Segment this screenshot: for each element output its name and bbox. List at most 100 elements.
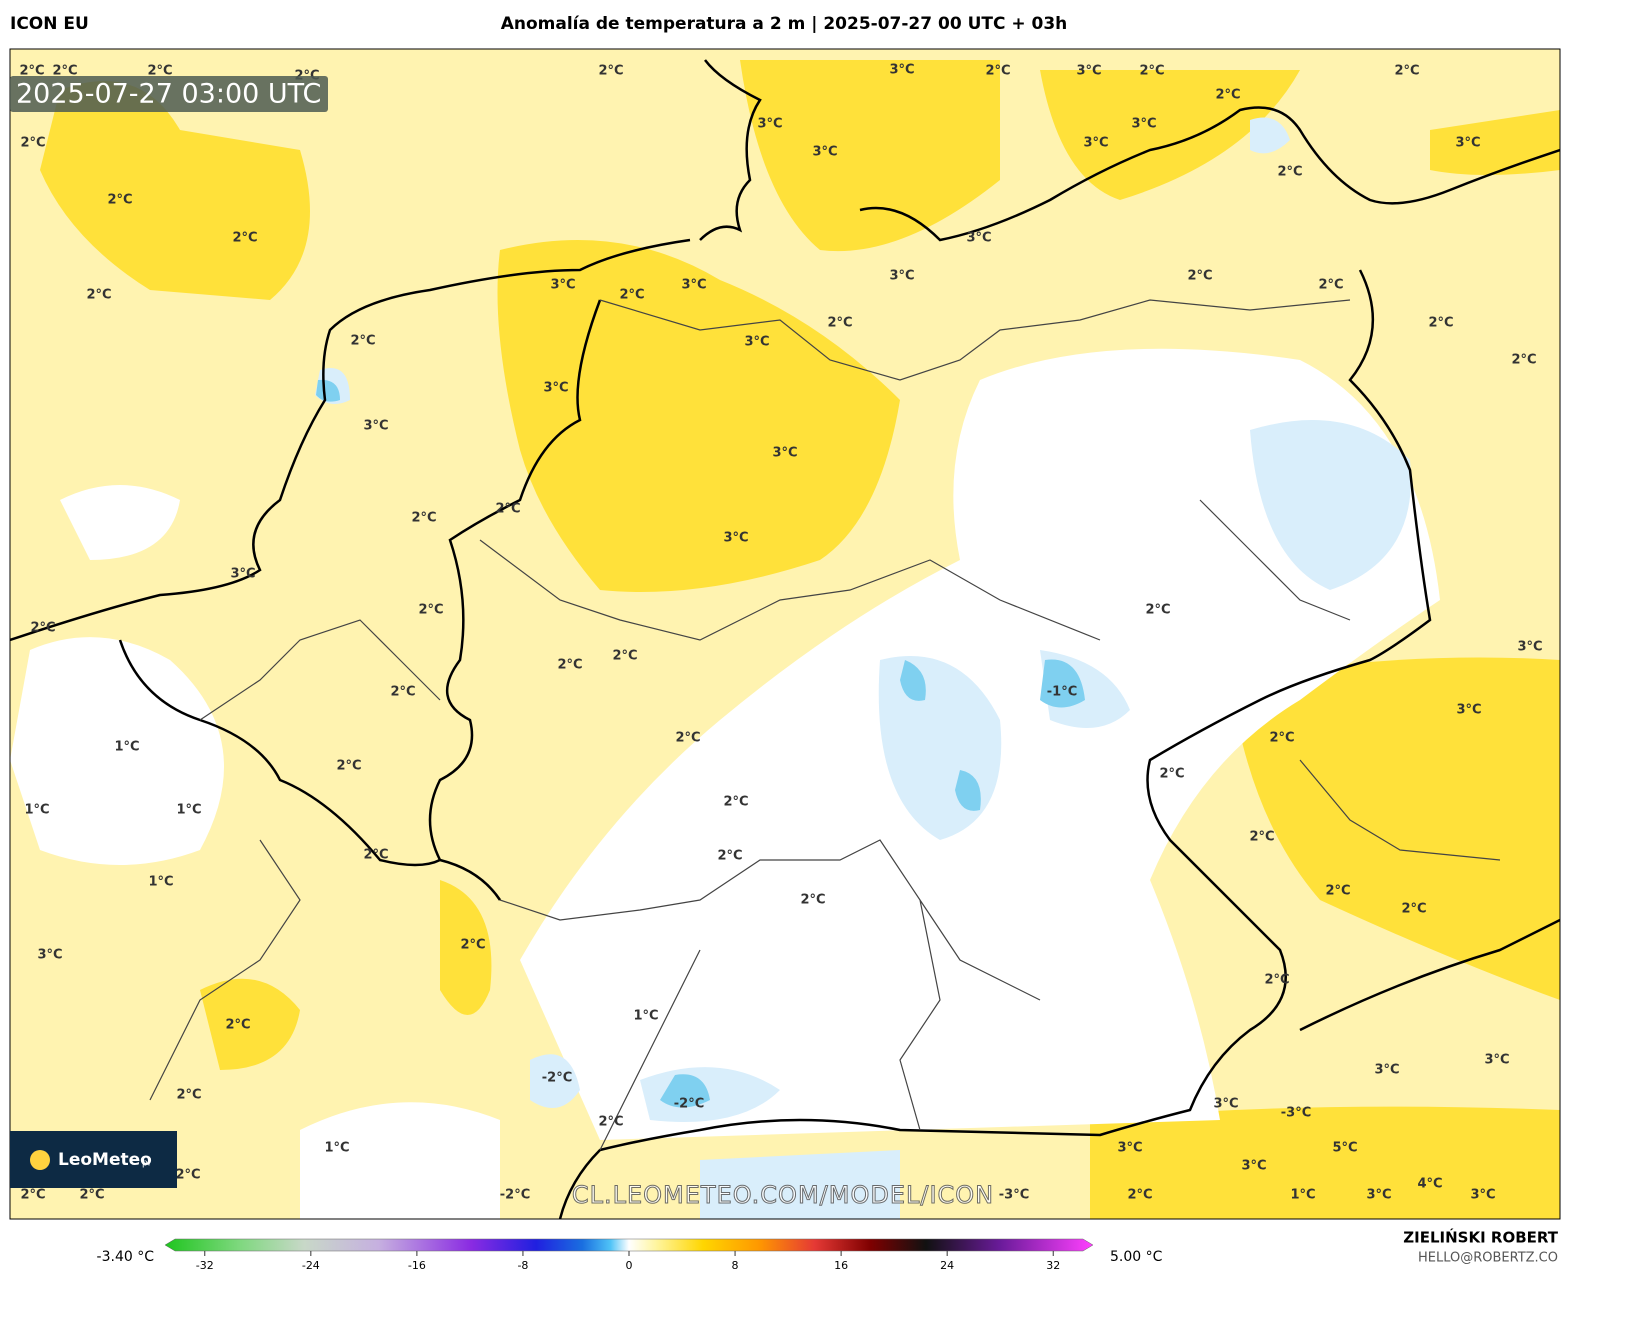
contour-label: 3°C — [681, 278, 706, 293]
contour-label: 3°C — [1117, 1141, 1142, 1156]
contour-label: 2°C — [1318, 278, 1343, 293]
country-border — [118, 269, 1560, 1219]
map-title: Anomalía de temperatura a 2 m | 2025-07-… — [501, 14, 1068, 34]
contour-label: 3°C — [543, 381, 568, 396]
colorbar-tick-label: 8 — [732, 1259, 739, 1272]
contour-label: 1°C — [633, 1009, 658, 1024]
contour-label: 3°C — [1517, 640, 1542, 655]
contour-label: 3°C — [230, 567, 255, 582]
contour-label: 2°C — [175, 1168, 200, 1183]
logo-sun — [30, 1150, 50, 1170]
contour-label: 2°C — [800, 893, 825, 908]
contour-label: 2°C — [19, 64, 44, 79]
contour-label: 3°C — [1366, 1188, 1391, 1203]
contour-label: 2°C — [612, 649, 637, 664]
contour-label: 2°C — [1127, 1188, 1152, 1203]
contour-label: -3°C — [999, 1188, 1029, 1203]
contour-label: 3°C — [744, 335, 769, 350]
contour-label: 2°C — [598, 1115, 623, 1130]
colorbar-min: -3.40 °C — [97, 1249, 155, 1265]
contour-label: 2°C — [1428, 316, 1453, 331]
contour-label: 2°C — [1277, 165, 1302, 180]
contour-label: 1°C — [24, 803, 49, 818]
contour-label: 2°C — [598, 64, 623, 79]
contour-label: 2°C — [1511, 353, 1536, 368]
map-area: 2°C 2°C 2°C 2°C 2°C 2°C 2°C 2°C 2°C 3°C 2°C 3°C 2°C 2… — [10, 49, 1560, 1219]
contour-label: 2°C — [350, 334, 375, 349]
contour-label: 2°C — [86, 288, 111, 303]
contour-label: 2°C — [1401, 902, 1426, 917]
contour-label: 3°C — [966, 231, 991, 246]
contour-label: 2°C — [827, 316, 852, 331]
contour-label: 1°C — [1290, 1188, 1315, 1203]
contour-label: 2°C — [1264, 973, 1289, 988]
contour-label: 2°C — [418, 603, 443, 618]
contour-label: 3°C — [1484, 1053, 1509, 1068]
contour-label: 2°C — [336, 759, 361, 774]
contour-label: 3°C — [812, 145, 837, 160]
contour-label: 3°C — [889, 63, 914, 78]
contour-label: 2°C — [557, 658, 582, 673]
contour-label: 2°C — [176, 1088, 201, 1103]
contour-label: 2°C — [717, 849, 742, 864]
contour-label: 2°C — [20, 136, 45, 151]
colorbar-tick-label: -24 — [302, 1259, 320, 1272]
author: ZIELIŃSKI ROBERT — [1403, 1228, 1558, 1247]
contour-label: 2°C — [1269, 731, 1294, 746]
contour-label: 3°C — [723, 531, 748, 546]
contour-label: -3°C — [1281, 1106, 1311, 1121]
watermark: CL.LEOMETEO.COM/MODEL/ICON — [572, 1181, 994, 1209]
contour-label: 3°C — [889, 269, 914, 284]
label-layer: 2°C 2°C 2°C 2°C 2°C 2°C 2°C 2°C 2°C 3°C 2°C 3°C 2°C 2… — [19, 63, 1542, 1203]
contour-label: -1°C — [1047, 685, 1077, 700]
colorbar-tick-label: 0 — [626, 1259, 633, 1272]
contour-label: 2°C — [232, 231, 257, 246]
contour-label: -2°C — [674, 1097, 704, 1112]
contour-label: 3°C — [550, 278, 575, 293]
colorbar-tick-label: -8 — [517, 1259, 528, 1272]
region-border — [149, 299, 1501, 1151]
contour-label: 5°C — [1332, 1141, 1357, 1156]
model-name: ICON EU — [10, 14, 89, 34]
contour-label: 2°C — [20, 1188, 45, 1203]
colorbar-max: 5.00 °C — [1110, 1249, 1163, 1265]
logo-suffix: pl — [142, 1159, 150, 1169]
contour-label: 2°C — [107, 193, 132, 208]
contour-label: 2°C — [1139, 64, 1164, 79]
colorbar-tick-label: 16 — [834, 1259, 848, 1272]
contour-label: 3°C — [772, 446, 797, 461]
contour-label: 2°C — [495, 502, 520, 517]
contour-label: 1°C — [114, 740, 139, 755]
contour-label: 3°C — [1374, 1063, 1399, 1078]
contact: HELLO@ROBERTZ.CO — [1418, 1251, 1558, 1266]
contour-label: 2°C — [985, 64, 1010, 79]
contour-label: 4°C — [1417, 1177, 1442, 1192]
contour-label: 2°C — [675, 731, 700, 746]
contour-label: 2°C — [1159, 767, 1184, 782]
contour-label: 2°C — [79, 1188, 104, 1203]
contour-label: 2°C — [30, 621, 55, 636]
contour-label: 2°C — [1394, 64, 1419, 79]
contour-label: 3°C — [1213, 1097, 1238, 1112]
contour-label: 2°C — [1145, 603, 1170, 618]
contour-label: 2°C — [52, 64, 77, 79]
contour-label: 2°C — [390, 685, 415, 700]
contour-label: 2°C — [363, 848, 388, 863]
warm-anomaly — [40, 60, 1560, 1219]
map-frame — [9, 48, 1561, 1220]
contour-label: -2°C — [500, 1188, 530, 1203]
contour-label: 2°C — [1187, 269, 1212, 284]
contour-label: 3°C — [1083, 136, 1108, 151]
contour-label: 1°C — [324, 1141, 349, 1156]
contour-label: 2°C — [225, 1018, 250, 1033]
colorbar-tick-label: -16 — [408, 1259, 426, 1272]
coastline — [10, 59, 1560, 642]
contour-label: 3°C — [1131, 117, 1156, 132]
contour-label: 1°C — [148, 875, 173, 890]
contour-label: 3°C — [1241, 1159, 1266, 1174]
colorbar-ticks: -32 -24 -16 -8 0 8 16 24 32 — [196, 1251, 1060, 1272]
contour-label: 2°C — [411, 511, 436, 526]
contour-label: 3°C — [363, 419, 388, 434]
colorbar-tick-label: 24 — [940, 1259, 954, 1272]
